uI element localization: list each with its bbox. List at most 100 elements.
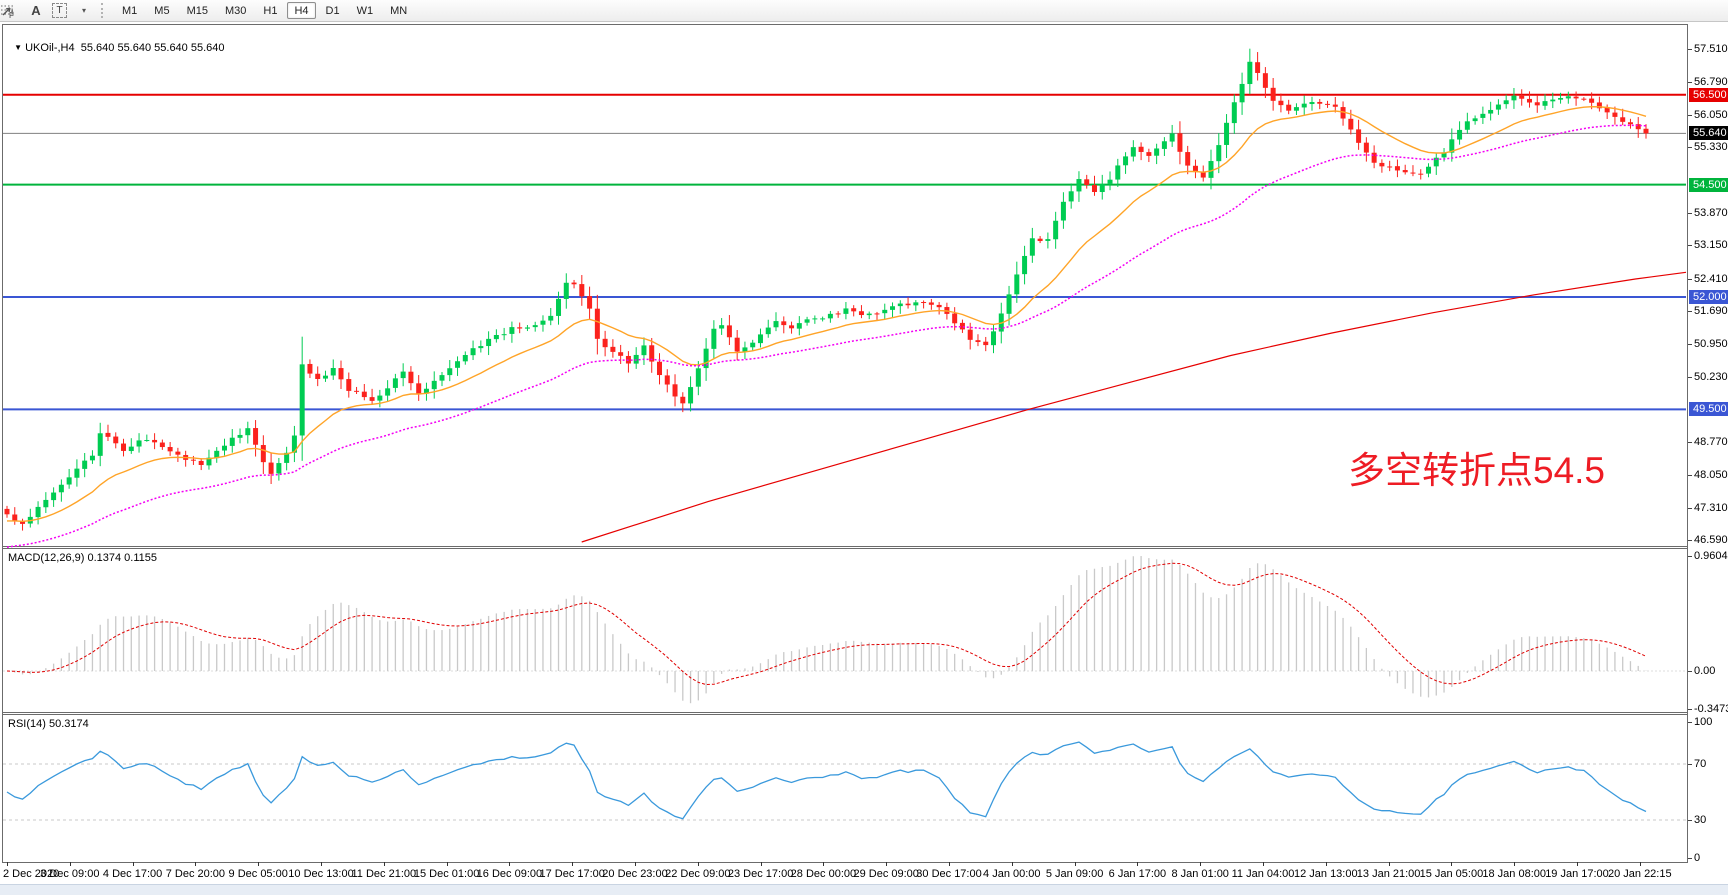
candle-body [579, 284, 585, 297]
candle-body [43, 499, 49, 508]
candle-body [851, 308, 857, 312]
candle-body [812, 318, 818, 320]
axis-tick [1688, 556, 1692, 558]
axis-tick [1688, 858, 1692, 859]
price-axis[interactable]: 57.510 56.790 56.050 55.330 53.870 53.150 52.4… [1688, 25, 1728, 864]
time-tick [1074, 862, 1076, 866]
candle-body [315, 373, 321, 379]
candle-body [796, 323, 802, 329]
time-axis-label: 11 Dec 21:00 [351, 868, 417, 880]
candle-body [12, 514, 18, 521]
axis-tick [1688, 376, 1692, 378]
time-tick [635, 862, 636, 866]
time-axis-label: 28 Dec 00:00 [790, 868, 857, 880]
candle-body [1309, 102, 1315, 105]
price-chart-plot[interactable] [0, 25, 1688, 548]
text-label-tool-button[interactable]: T [48, 2, 71, 20]
chart-left-border [2, 24, 3, 862]
timeframe-button-m1[interactable]: M1 [115, 2, 144, 19]
time-tick [886, 862, 888, 866]
candle-body [1091, 184, 1097, 193]
candle-body [1130, 147, 1136, 157]
candle-body [58, 484, 64, 493]
timeframe-button-m15[interactable]: M15 [180, 2, 215, 19]
timeframe-button-h1[interactable]: H1 [256, 2, 284, 19]
candle-body [524, 327, 530, 329]
candle-body [905, 303, 911, 306]
candle-body [959, 322, 965, 330]
time-axis-label: 2 Dec 2020 [3, 868, 60, 880]
chart-symbol: UKOil-,H4 [25, 42, 75, 54]
timeframe-button-mn[interactable]: MN [383, 2, 414, 19]
candle-body [369, 397, 375, 401]
candle-body [804, 319, 810, 323]
axis-tick [1688, 344, 1692, 346]
time-axis-label: 7 Dec 20:00 [165, 868, 226, 880]
fibonacci-tool-button[interactable]: F [1, 2, 24, 20]
price-badge-54.500: 54.500 [1689, 177, 1728, 192]
candle-body [1317, 101, 1323, 104]
arrows-tool-button[interactable]: ▾ [2, 2, 93, 20]
candle-body [835, 313, 841, 315]
time-axis[interactable]: 2 Dec 2020 3 Dec 09:00 4 Dec 17:00 7 Dec 20… [0, 862, 1728, 895]
candle-body [1612, 112, 1618, 117]
candle-body [1542, 101, 1548, 106]
candle-body [1511, 95, 1517, 101]
macd-signal-line [6, 562, 1647, 686]
candle-body [781, 321, 787, 326]
timeframe-button-m5[interactable]: M5 [147, 2, 176, 19]
time-axis-label: 20 Dec 23:00 [602, 868, 668, 880]
candle-body [866, 313, 872, 316]
candle-body [719, 325, 725, 329]
time-axis-label: 20 Jan 22:15 [1607, 868, 1672, 880]
time-axis-label: 3 Dec 09:00 [40, 868, 100, 880]
candle-body [1526, 98, 1532, 103]
candle-body [1325, 103, 1331, 105]
timeframe-button-m30[interactable]: M30 [218, 2, 253, 19]
time-tick [1577, 862, 1578, 866]
timeframe-button-w1[interactable]: W1 [350, 2, 381, 19]
timeframe-button-h4[interactable]: H4 [287, 2, 316, 19]
price-tick-label: 51.690 [1694, 304, 1728, 317]
candle-body [1433, 157, 1439, 167]
candle-body [556, 298, 562, 316]
axis-tick [1688, 81, 1692, 83]
candle-body [1224, 122, 1230, 145]
candle-body [827, 313, 833, 319]
axis-tick [1688, 114, 1692, 116]
candle-body [913, 302, 919, 306]
candle-body [1192, 165, 1198, 173]
candle-body [1022, 255, 1028, 275]
collapse-triangle-icon[interactable]: ▼ [14, 43, 23, 52]
time-tick [1325, 862, 1327, 866]
toolbar-drag-handle[interactable] [101, 3, 108, 18]
candle-body [128, 446, 134, 452]
candle-body [214, 450, 220, 459]
candle-body [97, 433, 103, 456]
candle-body [1060, 201, 1066, 221]
candle-body [1488, 109, 1494, 114]
macd-plot[interactable] [0, 549, 1688, 712]
candle-body [540, 320, 546, 325]
candle-body [610, 346, 616, 352]
candle-body [152, 439, 158, 443]
candle-body [1635, 124, 1641, 130]
candle-body [1558, 98, 1564, 100]
toolbar: F A T ▾ M1 M5 M15 M30 H1 H4 D1 W1 MN [0, 0, 1728, 22]
candle-body [618, 352, 624, 356]
text-tool-button[interactable]: A [31, 3, 41, 18]
rsi-pane-top-border [2, 714, 1688, 715]
ma-long-line [581, 271, 1687, 543]
candle-body [470, 348, 476, 356]
price-tick-label: 52.410 [1694, 272, 1728, 285]
time-axis-label: 18 Jan 08:00 [1482, 868, 1546, 880]
timeframe-button-d1[interactable]: D1 [319, 2, 347, 19]
axis-tick [1688, 212, 1692, 214]
candle-body [1480, 113, 1486, 118]
candle-body [1076, 179, 1082, 192]
time-axis-label: 9 Dec 05:00 [228, 868, 288, 880]
rsi-plot[interactable] [0, 715, 1688, 862]
candle-body [1348, 118, 1354, 130]
time-axis-label: 23 Dec 17:00 [727, 868, 794, 880]
axis-tick [1688, 722, 1692, 723]
